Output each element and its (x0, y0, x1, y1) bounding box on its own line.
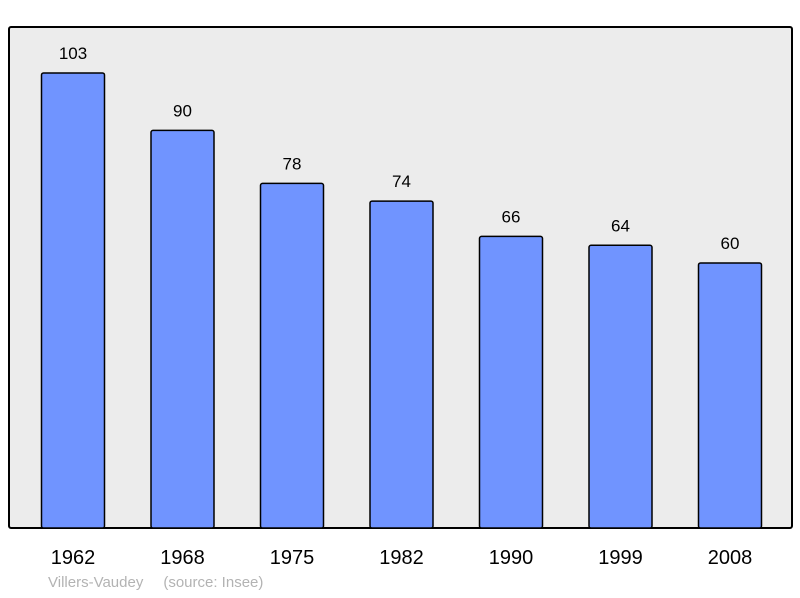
value-label-1990: 66 (502, 207, 521, 226)
x-tick-label-1968: 1968 (160, 547, 205, 569)
bar-1975 (259, 182, 325, 529)
value-label-2008: 60 (721, 234, 740, 253)
bar-1999 (588, 244, 653, 529)
x-tick-label-1975: 1975 (270, 547, 315, 569)
x-tick-label-1990: 1990 (489, 547, 534, 569)
value-label-1968: 90 (173, 101, 192, 120)
x-tick-label-1962: 1962 (51, 547, 96, 569)
value-label-1982: 74 (392, 172, 411, 191)
x-tick-labels-group: 1962 1968 1975 1982 1990 1999 2008 (51, 547, 753, 569)
bar-1982 (369, 200, 434, 529)
place-name: Villers-Vaudey (48, 574, 144, 591)
chart-footer: Villers-Vaudey (source: Insee) (48, 574, 263, 591)
bar-2008 (697, 262, 763, 529)
bar-1968 (150, 129, 215, 529)
bar-1962 (40, 72, 106, 529)
value-label-1975: 78 (283, 154, 302, 173)
x-tick-label-2008: 2008 (708, 547, 753, 569)
value-label-1999: 64 (611, 216, 630, 235)
x-tick-label-1982: 1982 (379, 547, 424, 569)
x-tick-label-1999: 1999 (598, 547, 643, 569)
source-note: (source: Insee) (163, 574, 264, 591)
value-labels-group: 103 90 78 74 66 64 60 (59, 44, 740, 253)
value-label-1962: 103 (59, 44, 87, 63)
bars-group (40, 72, 763, 529)
bar-1990 (478, 235, 544, 529)
